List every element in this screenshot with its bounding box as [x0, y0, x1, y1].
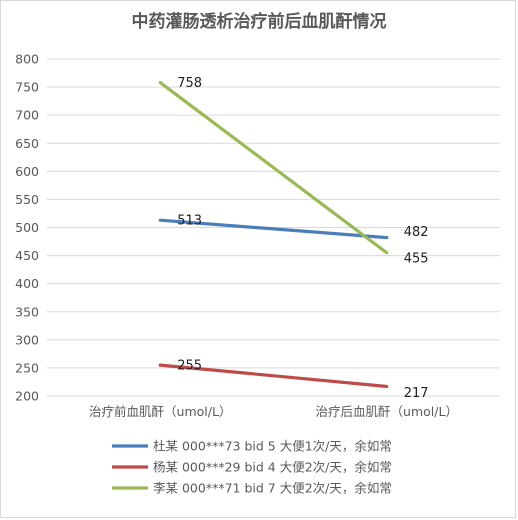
data-label: 455 — [404, 251, 429, 266]
y-tick-label: 700 — [15, 108, 39, 123]
y-tick-label: 600 — [15, 164, 39, 179]
series-lines — [158, 80, 389, 389]
legend-label: 李某 000***71 bid 7 大便2次/天，余如常 — [153, 481, 392, 496]
x-category-label: 治疗前血肌酐（umol/L） — [89, 404, 231, 419]
data-label: 758 — [177, 76, 202, 91]
series-line — [158, 80, 389, 255]
y-tick-label: 500 — [15, 220, 39, 235]
y-tick-label: 650 — [15, 136, 39, 151]
data-labels: 513 482 255 217 758 455 — [177, 76, 428, 401]
legend-label: 杜某 000***73 bid 5 大便1次/天，余如常 — [153, 439, 392, 454]
y-tick-label: 400 — [15, 276, 39, 291]
y-tick-label: 350 — [15, 304, 39, 319]
y-tick-label: 800 — [15, 52, 39, 67]
data-label: 255 — [177, 359, 202, 374]
series-line — [158, 363, 389, 389]
y-tick-label: 550 — [15, 192, 39, 207]
y-tick-label: 750 — [15, 80, 39, 95]
y-tick-label: 450 — [15, 248, 39, 263]
grid-lines — [47, 58, 500, 397]
x-axis-labels: 治疗前血肌酐（umol/L） 治疗后血肌酐（umol/L） — [89, 404, 458, 419]
data-label: 513 — [177, 214, 202, 229]
x-category-label: 治疗后血肌酐（umol/L） — [316, 404, 458, 419]
data-label: 482 — [404, 225, 429, 240]
y-tick-label: 250 — [15, 360, 39, 375]
chart-title: 中药灌肠透析治疗前后血肌酐情况 — [132, 11, 387, 32]
legend-label: 杨某 000***29 bid 4 大便2次/天，余如常 — [153, 460, 392, 475]
y-axis-ticks: 200 250 300 350 400 450 500 550 600 650 700 750 800 — [15, 52, 39, 404]
series-line — [158, 218, 389, 240]
y-tick-label: 300 — [15, 332, 39, 347]
data-label: 217 — [404, 386, 429, 401]
y-tick-label: 200 — [15, 389, 39, 404]
